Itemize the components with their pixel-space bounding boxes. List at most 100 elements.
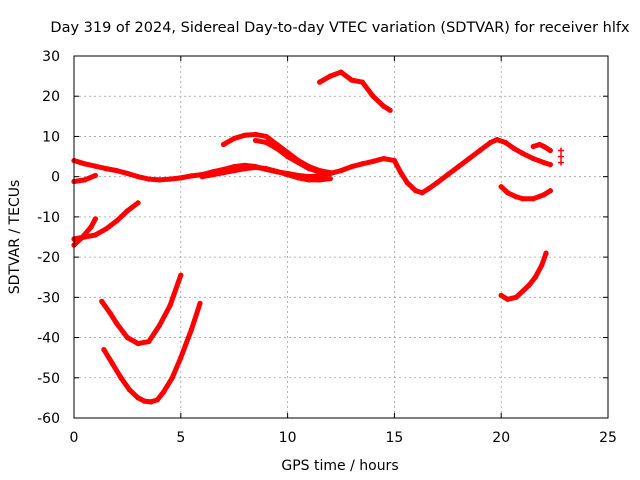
data-point <box>391 157 397 164</box>
data-point <box>532 274 538 280</box>
data-point <box>306 166 312 172</box>
data-point <box>231 168 237 174</box>
data-point <box>99 298 105 304</box>
x-tick-label: 15 <box>385 430 403 446</box>
data-point <box>434 180 440 186</box>
data-point <box>154 397 160 403</box>
data-point <box>178 272 184 278</box>
data-point <box>511 145 517 152</box>
data-point <box>135 340 141 347</box>
data-point <box>502 139 509 146</box>
data-point <box>146 176 152 182</box>
data-point <box>101 347 107 353</box>
series-arc-right-upper <box>530 141 553 154</box>
data-point <box>285 153 291 160</box>
data-point <box>513 194 519 200</box>
y-tick-label: -30 <box>37 290 60 306</box>
data-point <box>109 361 116 367</box>
y-axis-label: SDTVAR / TECUs <box>7 180 23 295</box>
data-point <box>169 375 175 381</box>
data-point <box>92 216 98 222</box>
data-point <box>387 107 393 113</box>
x-tick-label: 0 <box>70 430 79 446</box>
data-point <box>359 161 365 167</box>
data-point <box>103 166 109 172</box>
data-point <box>220 170 227 176</box>
data-point <box>513 294 519 300</box>
data-point <box>338 69 344 75</box>
data-point <box>413 188 419 194</box>
y-tick-label: 30 <box>42 49 60 65</box>
data-point <box>327 176 333 182</box>
y-tick-label: -40 <box>37 331 60 347</box>
data-point <box>252 131 259 138</box>
data-point <box>82 161 88 167</box>
data-point <box>82 177 88 183</box>
data-point <box>92 172 98 179</box>
data-point <box>274 168 280 175</box>
data-point <box>199 174 205 180</box>
data-point <box>242 166 248 172</box>
data-point <box>285 172 291 178</box>
data-point <box>338 168 344 174</box>
data-point <box>274 145 280 152</box>
data-point <box>317 177 323 183</box>
data-point <box>519 196 526 202</box>
data-point <box>114 168 120 174</box>
data-point <box>92 232 98 238</box>
data-point <box>327 73 333 79</box>
series-arc-bowl-lower <box>101 300 203 405</box>
data-point <box>103 226 109 232</box>
data-point <box>445 172 451 178</box>
data-point <box>370 93 376 99</box>
data-point <box>541 192 547 198</box>
x-axis-label: GPS time / hours <box>281 458 398 474</box>
data-point <box>135 200 141 206</box>
data-point <box>477 147 483 154</box>
data-point <box>263 133 269 140</box>
data-point <box>135 174 141 180</box>
data-point <box>547 162 553 168</box>
data-point <box>398 170 404 176</box>
data-point <box>455 164 462 170</box>
data-point <box>124 170 130 177</box>
tick-layer: 0 5 10 15 20 25 -60 -50 -40 -30 -20 -10 0 10 20 30 <box>37 49 617 446</box>
y-tick-label: 10 <box>42 129 60 145</box>
data-point <box>494 137 500 143</box>
x-tick-label: 5 <box>176 430 185 446</box>
y-tick-label: -20 <box>37 250 60 266</box>
data-point <box>167 176 173 182</box>
data-point <box>167 302 173 308</box>
data-point <box>231 135 237 142</box>
data-point <box>114 218 120 224</box>
data-point <box>295 175 301 181</box>
data-point <box>220 141 227 148</box>
data-point <box>317 173 323 179</box>
data-point <box>178 355 184 361</box>
series-arc-dots <box>558 147 565 166</box>
data-point <box>381 155 387 162</box>
y-tick-label: -50 <box>37 371 60 387</box>
data-point <box>124 208 130 214</box>
data-point <box>530 196 536 202</box>
data-point <box>327 170 333 176</box>
data-point <box>295 159 301 166</box>
series-arc-upper-b <box>252 137 323 175</box>
data-point <box>178 175 184 181</box>
data-point <box>466 155 472 162</box>
data-point <box>349 164 355 170</box>
data-point <box>370 158 376 164</box>
data-point <box>505 296 511 302</box>
data-point <box>107 310 113 317</box>
chart-title: Day 319 of 2024, Sidereal Day-to-day VTE… <box>50 20 630 36</box>
y-tick-label: -60 <box>37 411 60 427</box>
data-point <box>146 338 152 345</box>
data-point <box>537 141 543 148</box>
data-point <box>505 190 511 196</box>
data-point <box>188 173 195 179</box>
data-point <box>519 288 526 294</box>
x-tick-label: 25 <box>599 430 617 446</box>
y-tick-label: 0 <box>51 170 60 186</box>
data-point <box>547 188 553 194</box>
data-point <box>114 320 120 327</box>
